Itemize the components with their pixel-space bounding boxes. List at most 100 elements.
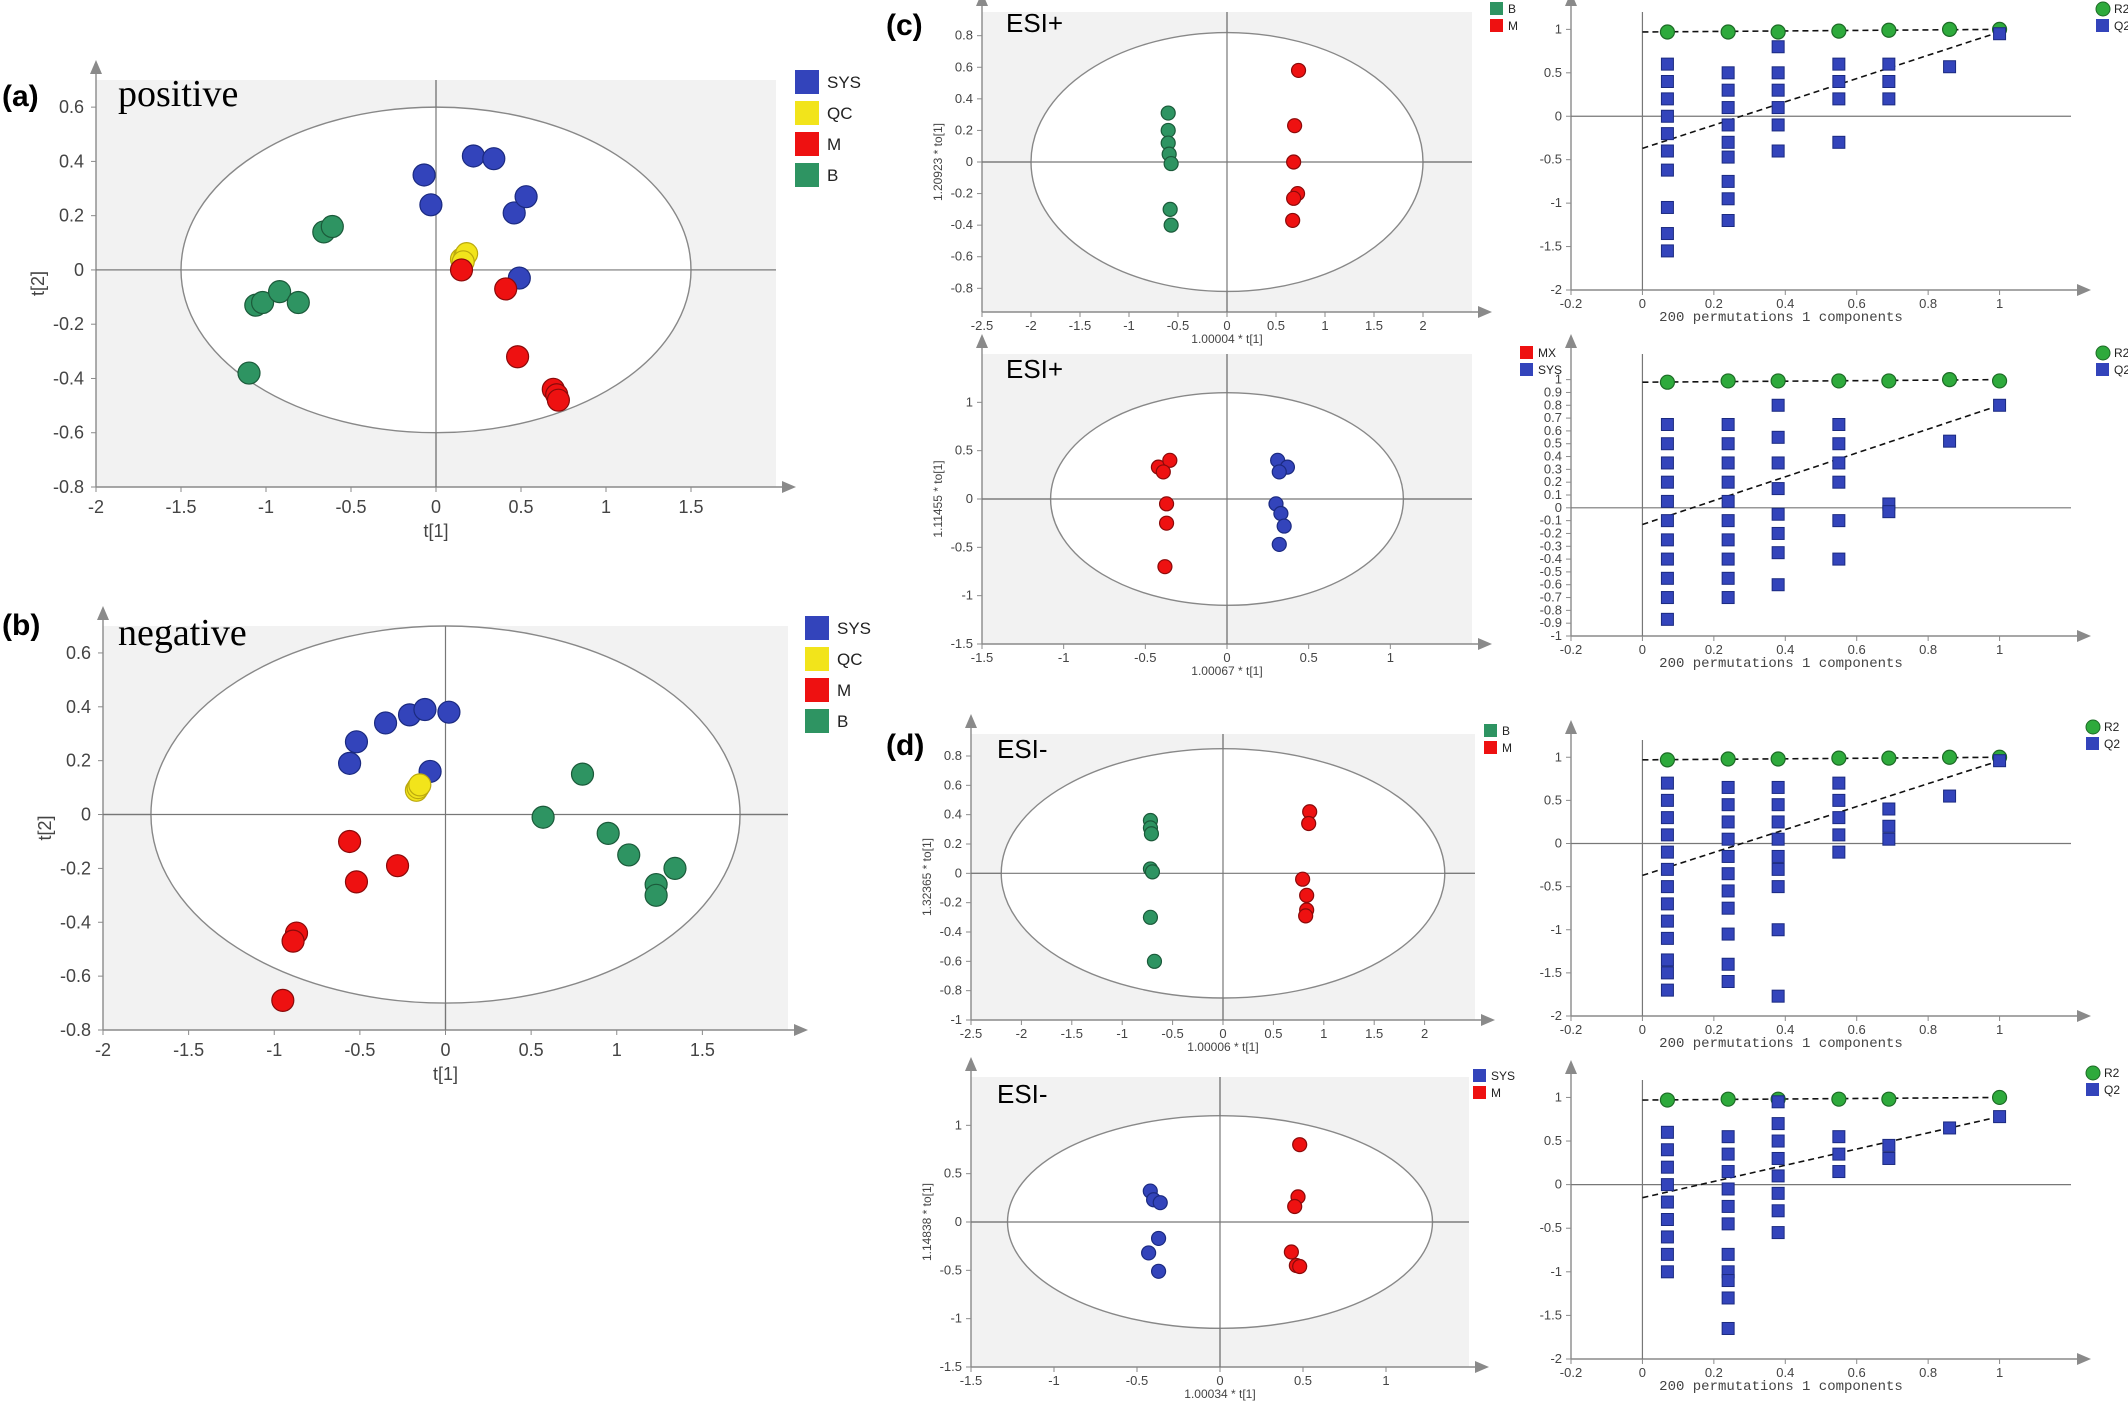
q2-point xyxy=(1993,398,2007,412)
x-tick-label: -0.5 xyxy=(1161,1026,1183,1041)
x-tick-label: -1.5 xyxy=(960,1373,982,1388)
r2-point xyxy=(1770,751,1786,767)
q2-point xyxy=(1721,174,1735,188)
q2-point xyxy=(1832,475,1846,489)
q2-point xyxy=(1660,612,1674,626)
q2-point xyxy=(1771,815,1785,829)
q2-regression-line xyxy=(1642,31,2000,150)
q2-point xyxy=(1660,163,1674,177)
q2-point xyxy=(1660,811,1674,825)
x-axis-label: t[1] xyxy=(423,521,448,541)
q2-point xyxy=(1771,1226,1785,1240)
q2-point xyxy=(1660,227,1674,241)
q2-point xyxy=(1721,552,1735,566)
chart-title: ESI+ xyxy=(1006,8,1063,38)
y-tick-label: -0.6 xyxy=(951,249,973,264)
q2-point xyxy=(1771,101,1785,115)
q2-point xyxy=(1771,430,1785,444)
plot-area-d3 xyxy=(1571,740,2071,1016)
q2-point xyxy=(1721,780,1735,794)
legend-swatch-m xyxy=(1473,1086,1486,1099)
q2-point xyxy=(1660,1125,1674,1139)
legend-label: M xyxy=(1502,741,1512,755)
q2-point xyxy=(1771,923,1785,937)
x-tick-label: 1 xyxy=(612,1040,622,1060)
q2-point xyxy=(1721,533,1735,547)
x-axis-label: 1.00034 * t[1] xyxy=(1184,1387,1255,1401)
x-tick-label: -1 xyxy=(1116,1026,1128,1041)
x-axis-label: 200 permutations 1 components xyxy=(1659,310,1903,326)
x-tick-label: 1 xyxy=(1382,1373,1389,1388)
sys-point xyxy=(344,730,369,754)
x-tick-label: -0.5 xyxy=(1126,1373,1148,1388)
q2-point xyxy=(1660,1160,1674,1174)
b-point xyxy=(1163,155,1179,172)
legend-label: SYS xyxy=(827,73,861,92)
x-tick-label: -1 xyxy=(1048,1373,1060,1388)
q2-point xyxy=(1721,135,1735,149)
q2-point xyxy=(1882,802,1896,816)
sys-point xyxy=(1141,1245,1157,1261)
x-tick-label: 0 xyxy=(1223,318,1230,333)
m-point xyxy=(1301,815,1317,832)
y-tick-label: -1 xyxy=(950,1012,962,1027)
x-tick-label: 1 xyxy=(1996,296,2003,311)
legend-label: B xyxy=(1508,2,1516,16)
x-tick-label: 1 xyxy=(1996,1365,2003,1380)
r2-point xyxy=(1659,374,1676,390)
q2-point xyxy=(1882,819,1896,833)
x-tick-label: 0.4 xyxy=(1776,642,1794,657)
x-tick-label: -2 xyxy=(1016,1026,1028,1041)
q2-point xyxy=(1993,754,2007,768)
q2-point xyxy=(1882,57,1896,71)
q2-point xyxy=(1771,144,1785,158)
q2-point xyxy=(1721,815,1735,829)
y-tick-label: 0.5 xyxy=(955,443,973,458)
q2-point xyxy=(1660,793,1674,807)
q2-point xyxy=(1771,578,1785,592)
q2-point xyxy=(1882,505,1896,519)
b-point xyxy=(1143,826,1160,842)
y-tick-label: -1 xyxy=(1550,628,1562,643)
q2-point xyxy=(1660,494,1674,508)
x-tick-label: -0.2 xyxy=(1560,296,1582,311)
x-tick-label: -0.5 xyxy=(1167,318,1189,333)
r2-point xyxy=(1941,21,1958,37)
q2-point xyxy=(1771,832,1785,846)
y-tick-label: 0.7 xyxy=(1544,410,1562,425)
mx-point xyxy=(1162,452,1178,468)
y-tick-label: -1.5 xyxy=(940,1359,962,1374)
m-point xyxy=(1292,1258,1308,1275)
chart-title: ESI- xyxy=(997,1079,1048,1109)
q2-point xyxy=(1771,40,1785,54)
q2-point xyxy=(1721,1130,1735,1144)
sys-point xyxy=(502,201,526,225)
x-tick-label: 2 xyxy=(1421,1026,1428,1041)
y-tick-label: -1.5 xyxy=(1540,239,1562,254)
b-point xyxy=(663,856,687,881)
x-tick-label: 0.2 xyxy=(1705,296,1723,311)
y-axis-label: t[2] xyxy=(35,815,55,840)
b-point xyxy=(644,883,668,907)
x-tick-label: -1 xyxy=(258,497,274,517)
x-tick-label: 0 xyxy=(440,1040,450,1060)
sys-point xyxy=(482,147,506,171)
y-axis-label: 1.11455 * to[1] xyxy=(931,460,945,537)
y-tick-label: -1.5 xyxy=(951,636,973,651)
r2-point xyxy=(1831,750,1847,766)
qc-point xyxy=(408,773,432,797)
legend-label: Q2 xyxy=(2114,19,2128,33)
q2-point xyxy=(1832,793,1846,807)
q2-point xyxy=(1771,546,1785,560)
x-tick-label: 0.4 xyxy=(1776,1022,1794,1037)
y-axis-arrow xyxy=(965,1057,977,1071)
chart-b: -2 -1.5 -1 -0.5 0 0.5 1 1.5 -0.8 -0.6 -0.4 -0.2 0 0.2… xyxy=(35,606,871,1084)
chart-c4: -0.2 0 0.2 0.4 0.6 0.8 1 -1-0.9-0.8-0.7-0.6-0.5… xyxy=(1540,334,2128,672)
legend-swatch-r2 xyxy=(2095,1,2111,17)
y-tick-label: 0.4 xyxy=(955,91,973,106)
x-axis-arrow xyxy=(1478,306,1492,318)
legend-label: B xyxy=(827,166,838,185)
x-tick-label: -2 xyxy=(95,1040,111,1060)
x-tick-label: -1.5 xyxy=(1061,1026,1083,1041)
m-point xyxy=(546,388,571,412)
